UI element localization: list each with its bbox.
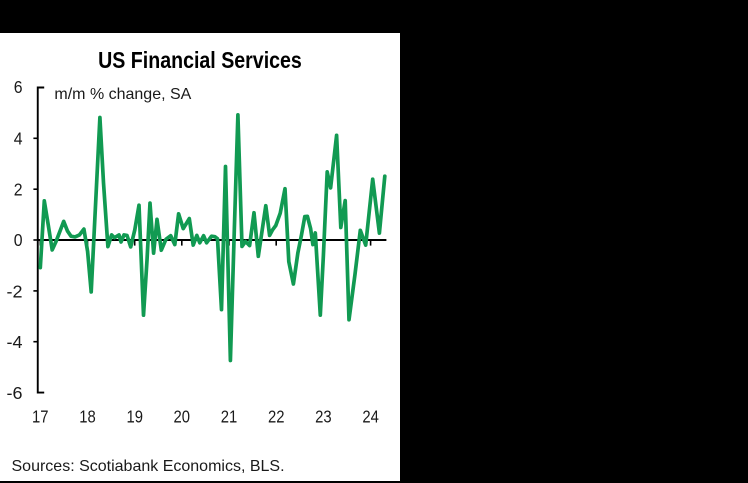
svg-text:20: 20 (174, 406, 191, 426)
svg-text:-2: -2 (7, 281, 23, 301)
svg-text:0: 0 (14, 230, 23, 250)
svg-text:2: 2 (14, 180, 23, 200)
svg-text:-6: -6 (7, 383, 23, 403)
svg-text:4: 4 (14, 129, 23, 149)
svg-text:22: 22 (268, 406, 285, 426)
svg-text:23: 23 (315, 406, 332, 426)
svg-text:21: 21 (221, 406, 238, 426)
svg-text:24: 24 (362, 406, 379, 426)
svg-text:19: 19 (126, 406, 143, 426)
svg-text:18: 18 (79, 406, 96, 426)
svg-text:-4: -4 (7, 332, 23, 352)
svg-text:17: 17 (32, 406, 49, 426)
svg-text:6: 6 (14, 77, 23, 97)
